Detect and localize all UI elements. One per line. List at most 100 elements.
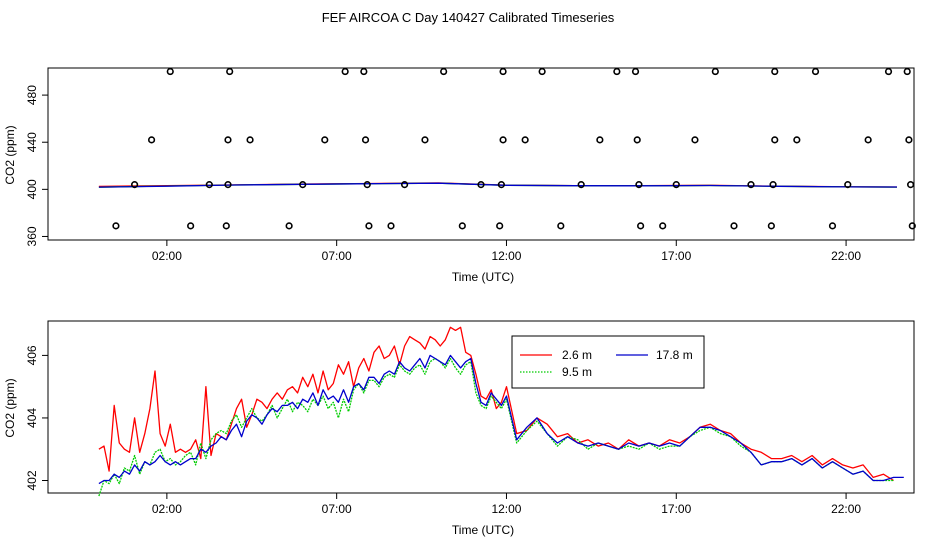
calibration-point xyxy=(903,67,911,76)
calibration-point xyxy=(905,136,913,144)
calibration-point xyxy=(477,181,485,189)
calibration-point xyxy=(659,222,667,230)
calibration-point xyxy=(864,136,872,144)
calibration-point xyxy=(907,181,915,189)
bottom-series-line-0 xyxy=(98,326,894,482)
legend: 2.6 m 9.5 m 17.8 m xyxy=(511,335,705,389)
bottom-series-lines xyxy=(98,326,904,497)
legend-label-2-6m: 2.6 m xyxy=(562,348,592,362)
calibration-point xyxy=(112,222,120,230)
top-plot-frame xyxy=(47,67,915,241)
top-y-tick-label: 480 xyxy=(25,85,39,105)
calibration-point xyxy=(497,181,505,189)
top-y-axis-label: CO2 (ppm) xyxy=(3,125,17,184)
top-x-tick-label: 02:00 xyxy=(152,249,182,263)
bottom-y-tick-label: 404 xyxy=(25,408,39,428)
bottom-x-tick-label: 12:00 xyxy=(491,502,521,516)
calibration-point xyxy=(769,181,777,189)
bottom-series-line-1 xyxy=(98,357,894,497)
calibration-point xyxy=(828,222,837,230)
calibration-point xyxy=(360,67,368,76)
calibration-point xyxy=(557,222,565,230)
calibration-point xyxy=(166,67,174,76)
bottom-x-axis-label: Time (UTC) xyxy=(452,523,514,537)
bottom-y-axis-label: CO2 (ppm) xyxy=(3,378,17,437)
bottom-plot-frame xyxy=(47,320,915,494)
calibration-point xyxy=(499,67,507,76)
calibration-point xyxy=(538,67,546,76)
calibration-point xyxy=(747,181,755,189)
top-y-tick-label: 360 xyxy=(25,226,39,246)
calibration-point xyxy=(637,222,645,230)
top-series-line-2 xyxy=(98,182,898,188)
calibration-point xyxy=(771,67,779,76)
calibration-point xyxy=(730,222,738,230)
calibration-point xyxy=(321,136,329,144)
calibration-point xyxy=(635,181,643,189)
calibration-point xyxy=(387,222,395,230)
top-y-tick-label: 440 xyxy=(25,132,39,152)
calibration-point xyxy=(631,67,640,76)
bottom-y-tick-label: 402 xyxy=(25,470,39,490)
top-panel: 02:00 07:00 12:00 17:00 22:00 360 400 440 480 Ti… xyxy=(3,67,916,284)
calibration-point xyxy=(691,136,699,144)
calibration-point xyxy=(884,67,893,76)
calibration-point xyxy=(222,222,230,230)
bottom-x-tick-label: 17:00 xyxy=(661,502,691,516)
bottom-axis-ticks: 02:00 07:00 12:00 17:00 22:00 402 404 406 xyxy=(25,345,861,516)
calibration-point xyxy=(224,136,232,144)
calibration-point xyxy=(400,181,409,189)
calibration-point xyxy=(205,181,213,189)
calibration-point xyxy=(672,181,680,189)
top-axis-ticks: 02:00 07:00 12:00 17:00 22:00 360 400 440 480 xyxy=(25,85,861,263)
calibration-point xyxy=(224,181,232,189)
bottom-panel: 02:00 07:00 12:00 17:00 22:00 402 404 406 Time … xyxy=(3,320,915,537)
calibration-point xyxy=(187,222,195,230)
bottom-y-tick-label: 406 xyxy=(25,345,39,365)
calibration-point xyxy=(811,67,820,76)
legend-box xyxy=(511,335,705,389)
calibration-point xyxy=(421,136,429,144)
calibration-point xyxy=(633,136,641,144)
calibration-point xyxy=(458,222,466,230)
calibration-point xyxy=(596,136,604,144)
top-series-lines xyxy=(98,182,898,188)
calibration-point xyxy=(365,222,373,230)
top-calibration-points xyxy=(112,67,916,230)
bottom-x-tick-label: 02:00 xyxy=(152,502,182,516)
calibration-point xyxy=(363,181,371,189)
calibration-point xyxy=(844,181,852,189)
bottom-x-tick-label: 22:00 xyxy=(831,502,861,516)
calibration-point xyxy=(521,136,529,144)
bottom-x-tick-label: 07:00 xyxy=(322,502,352,516)
top-x-tick-label: 07:00 xyxy=(322,249,352,263)
figure-title: FEF AIRCOA C Day 140427 Calibrated Times… xyxy=(322,10,615,25)
calibration-point xyxy=(226,67,234,76)
calibration-point xyxy=(147,136,156,144)
calibration-point xyxy=(577,181,585,189)
calibration-point xyxy=(299,181,307,189)
calibration-point xyxy=(496,222,504,230)
top-x-tick-label: 12:00 xyxy=(491,249,521,263)
top-x-tick-label: 22:00 xyxy=(831,249,861,263)
calibration-point xyxy=(711,67,719,76)
top-x-tick-label: 17:00 xyxy=(661,249,691,263)
top-y-tick-label: 400 xyxy=(25,179,39,199)
calibration-point xyxy=(440,67,448,76)
calibration-point xyxy=(285,222,293,230)
calibration-point xyxy=(131,181,139,189)
calibration-point xyxy=(793,136,801,144)
calibration-point xyxy=(613,67,621,76)
calibration-point xyxy=(771,136,779,144)
bottom-series-line-2 xyxy=(98,354,904,485)
calibration-point xyxy=(246,136,254,144)
legend-label-9-5m: 9.5 m xyxy=(562,365,592,379)
legend-label-17-8m: 17.8 m xyxy=(656,348,693,362)
top-x-axis-label: Time (UTC) xyxy=(452,270,514,284)
calibration-point xyxy=(361,136,370,144)
calibration-point xyxy=(499,136,507,144)
calibration-point xyxy=(908,222,916,230)
calibration-point xyxy=(341,67,349,76)
calibration-point xyxy=(767,222,775,230)
